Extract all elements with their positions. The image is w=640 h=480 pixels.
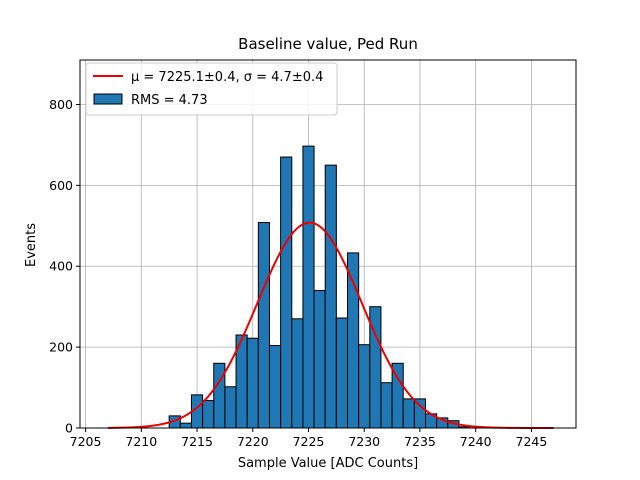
histogram-bar-9 [268,345,282,429]
histogram-bar-21 [402,398,415,429]
y-axis-ticks: 0 200 400 600 800 [49,97,80,436]
histogram-bar-14 [324,164,337,429]
histogram-bar-3 [202,400,215,429]
histogram-bar-7 [246,337,259,429]
y-tick-label-4: 800 [49,97,73,112]
x-tick-label-7: 7240 [460,434,492,449]
histogram-bar-1 [179,422,192,429]
y-tick-label-1: 200 [49,340,73,355]
histogram-bar-19 [380,382,393,429]
histogram-bar-12 [302,145,315,429]
x-tick-label-2: 7215 [181,434,213,449]
x-tick-label-0: 7205 [70,434,102,449]
histogram-bar-16 [347,252,360,429]
histogram-bar-5 [224,386,237,429]
histogram-bar-10 [280,156,293,429]
histogram-bar-11 [291,318,304,429]
legend-rms-label: RMS = 4.73 [131,93,208,108]
x-axis-label: Sample Value [ADC Counts] [238,456,418,471]
y-tick-label-0: 0 [65,421,73,436]
x-axis-ticks: 7205 7210 7215 7220 7225 7230 7235 7240 7245 [70,428,548,449]
y-tick-label-2: 400 [49,259,73,274]
x-tick-label-8: 7245 [516,434,548,449]
histogram-bar-4 [213,362,226,429]
y-tick-label-3: 600 [49,178,73,193]
y-axis-label: Events [24,223,39,267]
x-tick-label-6: 7235 [404,434,436,449]
legend: μ = 7225.1±0.4, σ = 4.7±0.4 RMS = 4.73 [85,62,338,116]
legend-fit-label: μ = 7225.1±0.4, σ = 4.7±0.4 [131,70,323,85]
legend-rms-swatch [93,93,123,105]
x-tick-label-3: 7220 [237,434,269,449]
legend-box [85,62,338,116]
histogram-bar-13 [313,290,326,429]
histogram-bar-15 [335,317,349,429]
histogram-bar-8 [257,222,270,429]
histogram-bars [168,145,471,429]
x-tick-label-4: 7225 [293,434,325,449]
x-tick-label-1: 7210 [125,434,157,449]
gaussian-fit-curve [107,221,554,429]
plot-frame [79,59,577,429]
chart-title: Baseline value, Ped Run [238,35,418,53]
histogram-bar-17 [358,344,371,429]
x-tick-label-5: 7230 [348,434,380,449]
